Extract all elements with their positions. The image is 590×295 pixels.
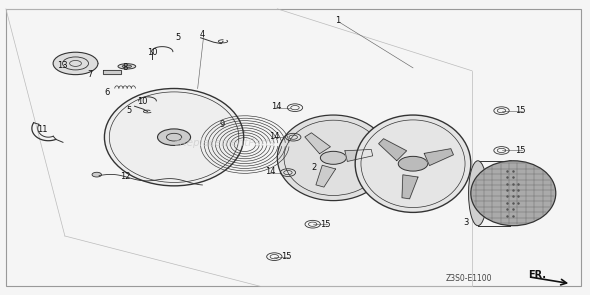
- Ellipse shape: [118, 64, 136, 69]
- Text: 15: 15: [281, 252, 291, 261]
- Circle shape: [320, 151, 346, 164]
- Text: eReplacementParts: eReplacementParts: [173, 138, 275, 148]
- Polygon shape: [424, 149, 454, 165]
- Text: 7: 7: [87, 70, 93, 79]
- Polygon shape: [345, 150, 373, 161]
- Text: 8: 8: [122, 63, 128, 72]
- Circle shape: [398, 156, 428, 171]
- Circle shape: [158, 129, 191, 145]
- Text: 14: 14: [271, 102, 281, 111]
- Text: 10: 10: [137, 97, 148, 106]
- Text: 5: 5: [176, 33, 181, 42]
- Text: 15: 15: [515, 146, 526, 155]
- Text: 3: 3: [463, 218, 469, 227]
- Text: 4: 4: [199, 30, 204, 39]
- Text: 14: 14: [269, 132, 280, 141]
- Ellipse shape: [277, 115, 389, 201]
- Text: 5: 5: [126, 106, 131, 115]
- Text: 1: 1: [335, 16, 340, 25]
- Polygon shape: [305, 133, 330, 154]
- Text: 9: 9: [220, 120, 225, 129]
- Text: 6: 6: [104, 88, 110, 96]
- Polygon shape: [402, 175, 418, 199]
- Polygon shape: [316, 165, 336, 187]
- Ellipse shape: [468, 161, 487, 226]
- Text: 2: 2: [312, 163, 316, 172]
- Circle shape: [92, 172, 101, 177]
- Text: 13: 13: [57, 61, 67, 70]
- Ellipse shape: [501, 161, 520, 226]
- Circle shape: [53, 52, 98, 75]
- Text: 14: 14: [265, 167, 276, 176]
- Text: 10: 10: [147, 48, 158, 57]
- Text: FR.: FR.: [528, 270, 546, 280]
- Text: 12: 12: [120, 172, 130, 181]
- Ellipse shape: [122, 65, 132, 68]
- Polygon shape: [103, 70, 121, 74]
- Polygon shape: [379, 139, 407, 161]
- Text: Z3S0-E1100: Z3S0-E1100: [445, 274, 492, 283]
- Ellipse shape: [104, 88, 244, 186]
- Ellipse shape: [471, 161, 556, 226]
- Text: 15: 15: [320, 220, 331, 229]
- Text: 11: 11: [37, 125, 48, 134]
- Text: 15: 15: [515, 106, 526, 115]
- Ellipse shape: [355, 115, 471, 212]
